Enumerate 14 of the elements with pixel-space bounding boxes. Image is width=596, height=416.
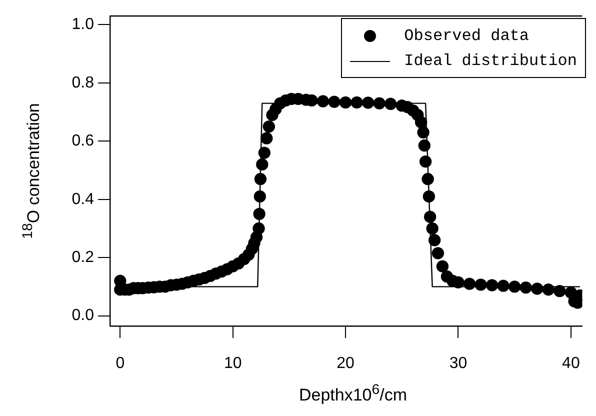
y-tick-label: 0.2 bbox=[72, 249, 94, 266]
x-tick-label: 30 bbox=[449, 355, 468, 372]
y-tick-label: 0.4 bbox=[72, 190, 94, 208]
y-tick-label: 0.0 bbox=[72, 307, 94, 324]
legend-label: Observed data bbox=[404, 26, 529, 44]
x-tick-label: 20 bbox=[336, 355, 355, 372]
x-tick-label: 40 bbox=[562, 355, 580, 372]
legend-label: Ideal distribution bbox=[404, 52, 577, 70]
x-tick-label: 10 bbox=[224, 355, 242, 372]
y-tick-label: 0.8 bbox=[72, 74, 94, 92]
x-axis-title: Depthx10$^{6}$/cm bbox=[298, 382, 408, 406]
x-tick-label: 0 bbox=[116, 355, 125, 372]
y-tick-label: 0.6 bbox=[72, 132, 94, 150]
y-tick-label: 1.0 bbox=[72, 16, 94, 34]
